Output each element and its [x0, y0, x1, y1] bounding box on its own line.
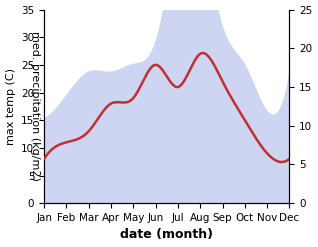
Y-axis label: max temp (C): max temp (C) — [5, 68, 16, 145]
Y-axis label: med. precipitation (kg/m2): med. precipitation (kg/m2) — [30, 31, 40, 181]
X-axis label: date (month): date (month) — [120, 228, 213, 242]
